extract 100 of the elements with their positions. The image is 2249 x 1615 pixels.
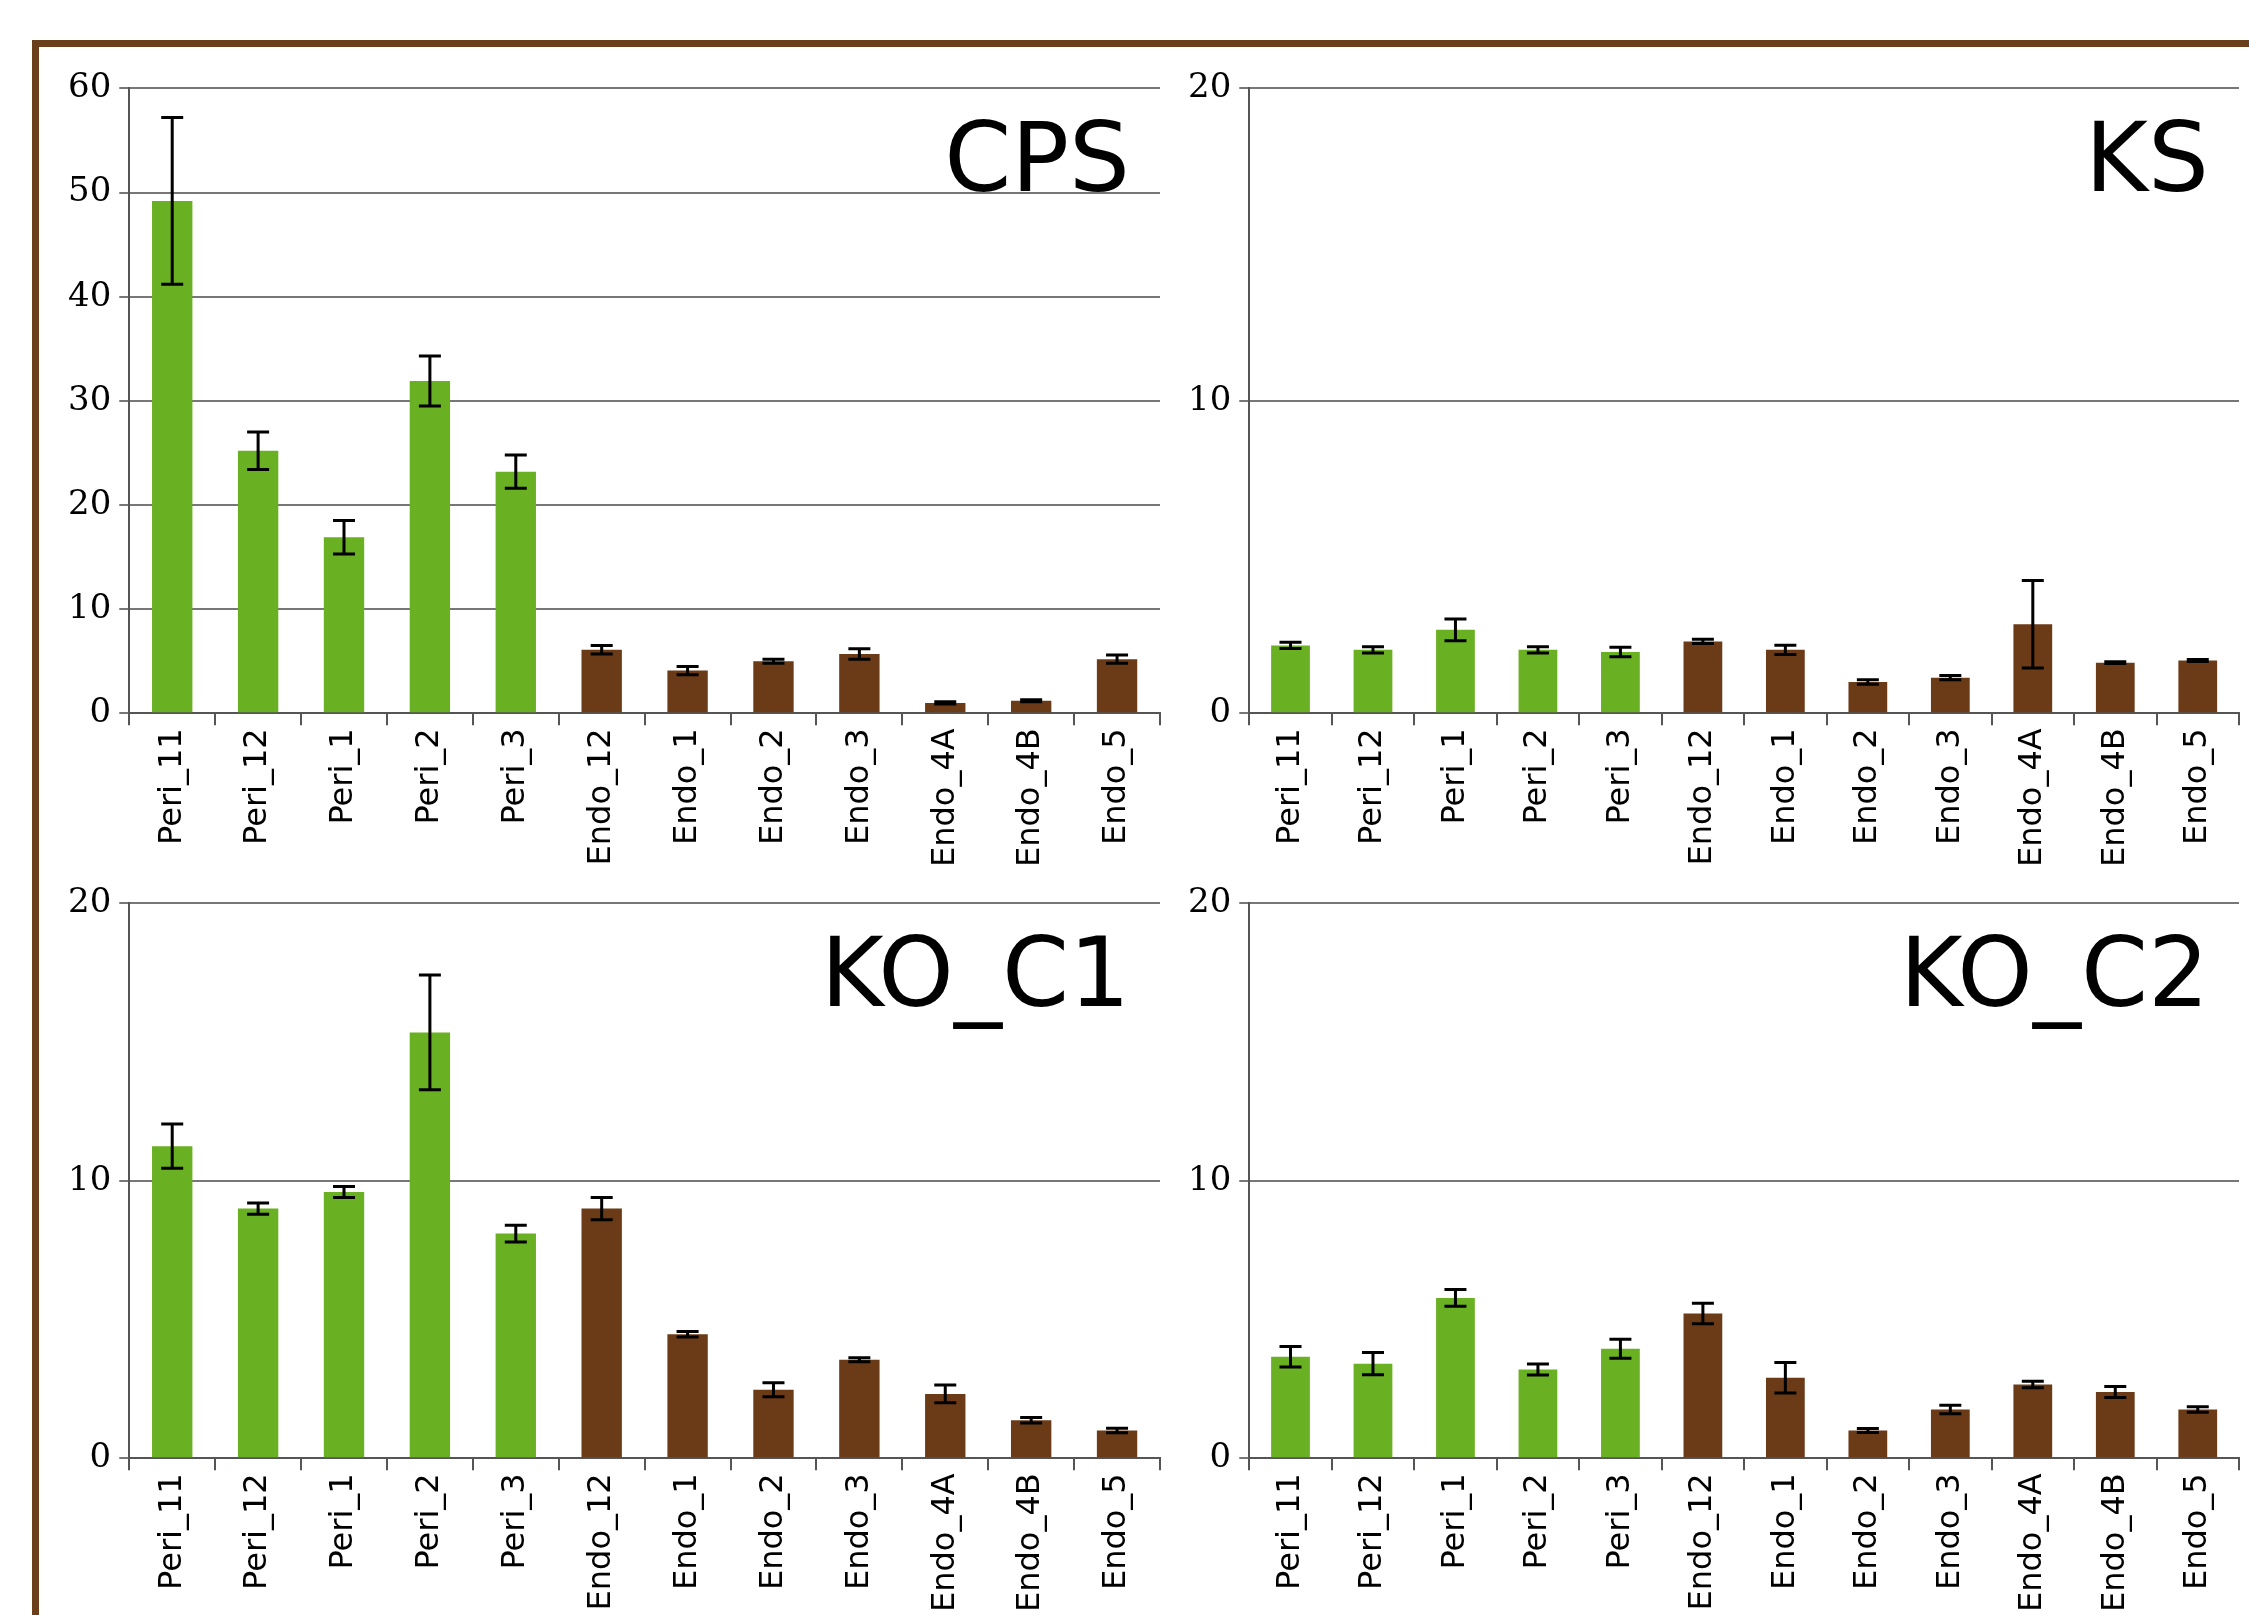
x-tick-label: Peri_3 — [494, 728, 533, 825]
bar — [1010, 1420, 1052, 1458]
x-tick-label: Peri_2 — [408, 1473, 447, 1570]
x-tick-label: Peri_11 — [1268, 728, 1307, 845]
bar — [1353, 649, 1393, 713]
bar — [839, 653, 880, 713]
x-tick-label: Endo_5 — [2176, 1473, 2215, 1591]
bar — [409, 381, 451, 713]
bar — [1683, 1313, 1723, 1458]
x-tick-label: Peri_1 — [1433, 1473, 1472, 1570]
x-tick-label: Peri_1 — [322, 728, 361, 825]
chart-title: KS — [2085, 102, 2209, 215]
bar — [753, 661, 794, 713]
x-tick-label: Peri_3 — [1598, 728, 1637, 825]
x-tick-label: Endo_4B — [1009, 1473, 1048, 1612]
x-tick-label: Peri_3 — [494, 1473, 533, 1570]
bar — [495, 471, 536, 713]
x-tick-label: Endo_12 — [580, 728, 618, 866]
x-tick-label: Endo_3 — [1928, 728, 1967, 846]
x-tick-label: Endo_3 — [837, 728, 876, 846]
y-tick-label: 20 — [68, 481, 112, 522]
x-tick-label: Peri_12 — [1351, 728, 1390, 845]
bar — [925, 1393, 966, 1458]
bar — [237, 450, 279, 713]
bar — [1601, 652, 1640, 713]
y-tick-label: 50 — [68, 169, 112, 210]
y-tick-label: 0 — [89, 690, 112, 731]
bar — [1518, 649, 1558, 713]
x-tick-label: Endo_1 — [1763, 728, 1802, 846]
bar — [839, 1359, 880, 1458]
bar — [581, 1208, 622, 1458]
x-tick-label: Peri_2 — [408, 728, 447, 825]
x-tick-label: Peri_11 — [1268, 1473, 1307, 1590]
x-tick-label: Endo_4B — [2093, 728, 2132, 867]
x-tick-label: Endo_1 — [665, 728, 704, 846]
bar — [2178, 1409, 2218, 1458]
x-tick-label: Endo_3 — [837, 1473, 876, 1591]
x-tick-label: Peri_11 — [150, 728, 189, 845]
bar — [1436, 1297, 1475, 1458]
x-tick-label: Peri_2 — [1516, 728, 1555, 825]
y-tick-label: 20 — [1188, 65, 1232, 106]
x-tick-label: Endo_4A — [2011, 728, 2050, 867]
bar — [1271, 1356, 1310, 1458]
y-tick-label: 40 — [68, 273, 112, 314]
bar — [1930, 1409, 1970, 1458]
bar — [1848, 1430, 1888, 1458]
y-tick-label: 10 — [68, 585, 112, 626]
y-tick-label: 0 — [1209, 1435, 1232, 1476]
bar — [1096, 1430, 1138, 1458]
bar — [323, 537, 365, 713]
x-tick-label: Endo_12 — [1681, 1473, 1720, 1611]
x-tick-label: Endo_12 — [580, 1473, 618, 1611]
chart-title: KO_C1 — [820, 917, 1130, 1030]
x-tick-label: Endo_1 — [1763, 1473, 1802, 1591]
bar — [152, 1146, 193, 1458]
x-tick-label: Peri_1 — [322, 1473, 361, 1570]
bar — [1271, 645, 1310, 713]
x-tick-label: Endo_5 — [1095, 1473, 1134, 1591]
x-tick-label: Endo_4A — [2011, 1473, 2050, 1612]
y-tick-label: 0 — [1209, 690, 1232, 731]
x-tick-label: Endo_2 — [751, 728, 790, 846]
x-tick-label: Endo_5 — [2176, 728, 2215, 846]
bar — [1930, 677, 1970, 713]
bar — [1765, 1377, 1805, 1458]
x-tick-label: Peri_1 — [1433, 728, 1472, 825]
x-tick-label: Endo_3 — [1928, 1473, 1967, 1591]
x-tick-label: Endo_4B — [2093, 1473, 2132, 1612]
y-tick-label: 60 — [68, 65, 112, 106]
x-tick-label: Peri_12 — [236, 728, 275, 845]
bar — [667, 670, 708, 713]
x-tick-label: Endo_12 — [1681, 728, 1720, 866]
x-tick-label: Endo_5 — [1095, 728, 1134, 846]
y-tick-label: 0 — [89, 1435, 112, 1476]
bar — [2095, 662, 2135, 713]
bar — [667, 1334, 708, 1458]
x-tick-label: Endo_4B — [1009, 728, 1048, 867]
bar — [409, 1032, 451, 1458]
bar — [1601, 1348, 1640, 1458]
x-tick-label: Peri_3 — [1598, 1473, 1637, 1570]
bar — [2013, 624, 2053, 713]
bar — [2013, 1384, 2053, 1458]
bar — [2178, 660, 2218, 713]
x-tick-label: Peri_12 — [236, 1473, 275, 1590]
x-tick-label: Endo_1 — [665, 1473, 704, 1591]
x-tick-label: Endo_4A — [923, 1473, 962, 1612]
bar — [495, 1233, 536, 1458]
bar — [1353, 1363, 1393, 1458]
bar — [1096, 659, 1138, 713]
chart-title: CPS — [944, 102, 1130, 215]
bar — [2095, 1391, 2135, 1458]
y-tick-label: 20 — [68, 880, 112, 921]
bar — [323, 1191, 365, 1458]
x-tick-label: Endo_2 — [751, 1473, 790, 1591]
bar — [1518, 1369, 1558, 1458]
bar — [152, 200, 193, 713]
y-tick-label: 10 — [1188, 377, 1232, 418]
y-tick-label: 30 — [68, 377, 112, 418]
bar — [753, 1389, 794, 1458]
x-tick-label: Endo_2 — [1846, 728, 1885, 846]
chart-title: KO_C2 — [1899, 917, 2209, 1030]
